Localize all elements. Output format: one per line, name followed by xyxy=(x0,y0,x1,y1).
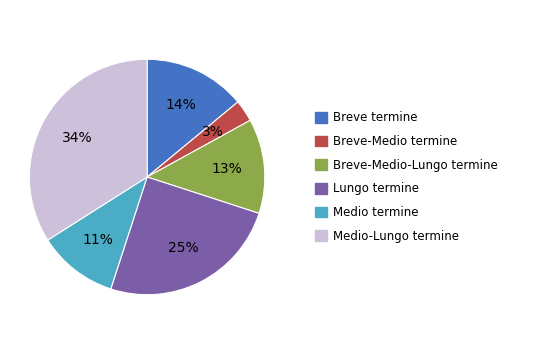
Text: 34%: 34% xyxy=(62,131,93,145)
Legend: Breve termine, Breve-Medio termine, Breve-Medio-Lungo termine, Lungo termine, Me: Breve termine, Breve-Medio termine, Brev… xyxy=(315,112,498,242)
Text: 25%: 25% xyxy=(168,241,199,255)
Wedge shape xyxy=(147,59,238,177)
Text: 14%: 14% xyxy=(166,98,196,112)
Text: 13%: 13% xyxy=(211,162,242,176)
Wedge shape xyxy=(147,120,265,213)
Text: 11%: 11% xyxy=(82,233,113,247)
Wedge shape xyxy=(111,177,259,295)
Wedge shape xyxy=(29,59,147,240)
Wedge shape xyxy=(48,177,147,289)
Wedge shape xyxy=(147,102,250,177)
Text: 3%: 3% xyxy=(202,125,224,139)
